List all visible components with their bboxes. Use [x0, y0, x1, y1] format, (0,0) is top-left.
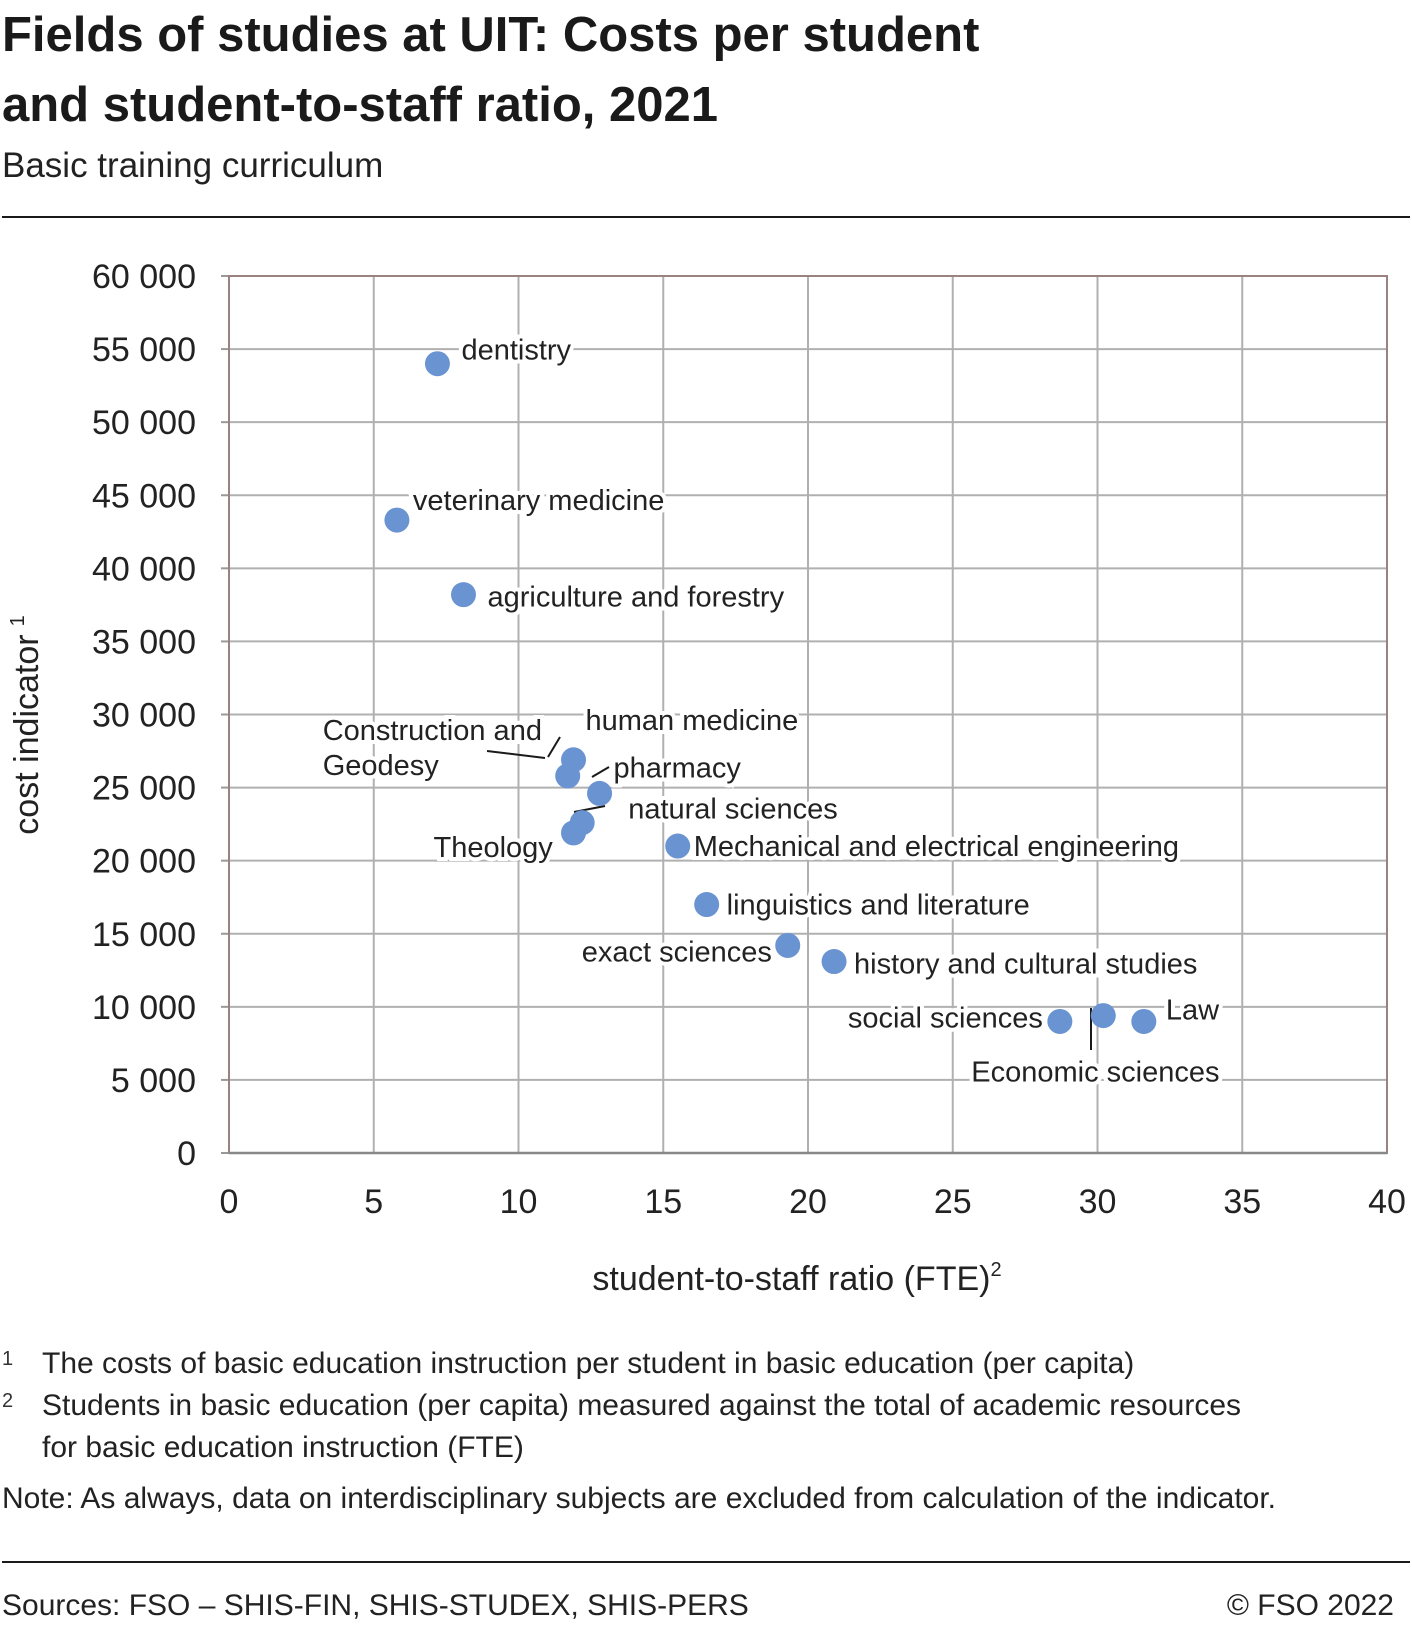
label-history-and-cultural-studies: history and cultural studies [854, 949, 1197, 981]
point-theology [561, 820, 587, 846]
footnote-2-mark: 2 [2, 1390, 14, 1412]
label-social-sciences: social sciences [848, 1002, 1043, 1034]
grid-lines [221, 275, 1388, 1155]
label-dentistry: dentistry [461, 335, 571, 367]
y-tick-label: 20 000 [92, 843, 196, 881]
x-tick-label: 15 [644, 1183, 682, 1221]
y-tick-label: 45 000 [92, 477, 196, 515]
y-tick-label: 30 000 [92, 697, 196, 735]
point-mechanical-and-electrical-engineering [665, 833, 691, 859]
y-tick-label: 50 000 [92, 404, 196, 442]
chart-subtitle: Basic training curriculum [2, 146, 384, 185]
x-tick-label: 35 [1223, 1183, 1261, 1221]
x-tick-label: 30 [1079, 1183, 1117, 1221]
point-construction-and-geodesy [555, 763, 581, 789]
label-mechanical-and-electrical-engineering: Mechanical and electrical engineering [694, 831, 1179, 863]
point-dentistry [424, 351, 450, 377]
footnote-1-text: The costs of basic education instruction… [42, 1347, 1135, 1380]
point-labels: dentistry veterinary medicine agriculture … [319, 331, 1224, 1093]
y-tick-label: 35 000 [92, 623, 196, 661]
y-tick-label: 10 000 [92, 989, 196, 1027]
point-economic-sciences [1090, 1003, 1116, 1029]
label-exact-sciences: exact sciences [582, 936, 772, 968]
chart-title: Fields of studies at UIT: Costs per stud… [2, 0, 1302, 140]
point-agriculture-and-forestry [450, 582, 476, 608]
footnote-2-text: Students in basic education (per capita)… [42, 1385, 1241, 1469]
footnote-2-line2: for basic education instruction (FTE) [42, 1431, 524, 1464]
point-linguistics-and-literature [694, 892, 720, 918]
chart-title-line1: Fields of studies at UIT: Costs per stud… [2, 8, 980, 62]
y-axis-ticks: 0 5 000 10 000 15 000 20 000 25 000 30 000 35 0… [92, 258, 196, 1173]
y-tick-label: 25 000 [92, 770, 196, 808]
y-tick-label: 15 000 [92, 916, 196, 954]
label-pharmacy: pharmacy [614, 752, 742, 784]
y-tick-label: 55 000 [92, 331, 196, 369]
x-tick-label: 5 [364, 1183, 383, 1221]
leader-line-construction-and-geodesy [486, 750, 546, 759]
point-exact-sciences [775, 932, 801, 958]
label-economic-sciences: Economic sciences [971, 1057, 1219, 1089]
y-tick-label: 0 [177, 1135, 196, 1173]
point-history-and-cultural-studies [821, 949, 847, 975]
point-veterinary-medicine [384, 507, 410, 533]
label-human-medicine: human medicine [586, 705, 799, 737]
top-divider [2, 216, 1410, 218]
y-tick-label: 5 000 [111, 1062, 196, 1100]
y-tick-label: 40 000 [92, 550, 196, 588]
chart-note: Note: As always, data on interdisciplina… [2, 1482, 1277, 1515]
x-tick-label: 10 [500, 1183, 538, 1221]
chart-title-line2: and student-to-staff ratio, 2021 [2, 78, 719, 132]
x-axis-title: student-to-staff ratio (FTE)2 [592, 1259, 1001, 1298]
label-law: Law [1166, 994, 1220, 1026]
label-construction-and-geodesy: Construction and Geodesy [323, 715, 542, 782]
x-axis-ticks: 0 5 10 15 20 25 30 35 40 [220, 1183, 1406, 1221]
point-pharmacy [587, 780, 613, 806]
sources-text: Sources: FSO – SHIS-FIN, SHIS-STUDEX, SH… [2, 1589, 749, 1622]
label-agriculture-and-forestry: agriculture and forestry [487, 582, 784, 614]
x-tick-label: 0 [220, 1183, 239, 1221]
label-natural-sciences: natural sciences [628, 794, 838, 826]
copyright-text: © FSO 2022 [1226, 1589, 1394, 1622]
label-theology: Theology [434, 832, 554, 864]
bottom-divider [2, 1561, 1410, 1563]
label-linguistics-and-literature: linguistics and literature [727, 890, 1030, 922]
leader-line-pharmacy [591, 766, 610, 778]
x-tick-label: 40 [1368, 1183, 1406, 1221]
data-points [384, 351, 1157, 1034]
footnote-1-mark: 1 [2, 1348, 14, 1370]
y-tick-label: 60 000 [92, 258, 196, 296]
x-tick-label: 25 [934, 1183, 972, 1221]
x-tick-label: 20 [789, 1183, 827, 1221]
scatter-chart: 0 5 000 10 000 15 000 20 000 25 000 30 000 35 0… [7, 258, 1406, 1298]
point-social-sciences [1047, 1008, 1073, 1034]
label-veterinary-medicine: veterinary medicine [413, 485, 664, 517]
leader-line-human-medicine [547, 736, 561, 758]
footnote-2-line1: Students in basic education (per capita)… [42, 1389, 1242, 1422]
y-axis-title: cost indicator1 [7, 615, 46, 834]
point-law [1131, 1008, 1157, 1034]
